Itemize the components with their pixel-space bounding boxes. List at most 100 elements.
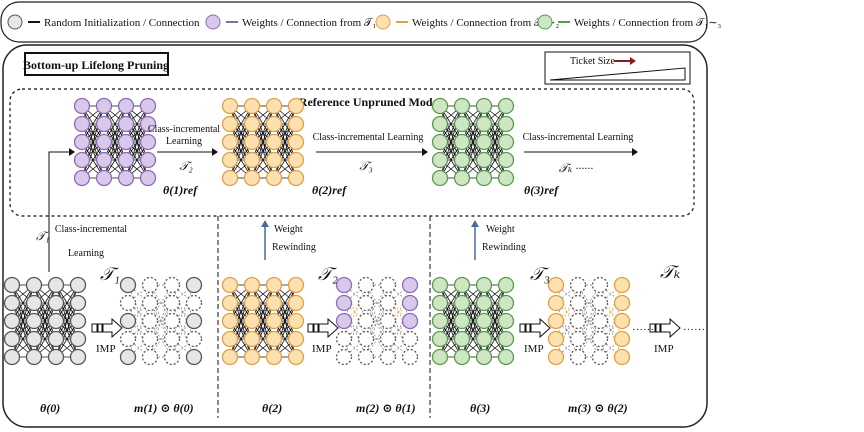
ref-network-3-node [497,151,515,169]
transition-3-line1: Class-incremental Learning [523,132,634,143]
imp-arrow-2: IMP [307,317,339,355]
left-transition-task: 𝒯₁ [36,229,49,243]
transition-1: Class-incremental Learning 𝒯₂ [148,124,220,173]
ref-network-3-node [431,97,449,115]
ref-label-1: θ(1)ref [163,183,198,197]
init-network-2-node [287,348,305,366]
ref-network-2-node [243,169,261,187]
pruned-network-3-node [569,312,587,330]
init-network-3-node [431,348,449,366]
init-network-0-node [69,348,87,366]
ref-network-1-node [139,97,157,115]
ref-network-1-node [117,169,135,187]
ref-network-1-node [73,133,91,151]
init-network-2-node [265,312,283,330]
bottom-label-5: θ(3) [470,401,490,415]
init-network-2-node [243,330,261,348]
legend-random: Random Initialization / Connection [7,14,200,30]
pruned-network-1-node [119,348,137,366]
pruned-network-3-node [613,276,631,294]
ref-network-3-node [497,97,515,115]
init-network-0-node [47,312,65,330]
pruned-network-1-node [141,330,159,348]
init-network-3-node [475,294,493,312]
ticket-size-indicator: Ticket Size [544,51,691,85]
ref-network-1 [73,97,157,187]
init-network-2-node [287,330,305,348]
legend-t13: Weights / Connection from 𝒯₁∼₃ [537,14,721,30]
init-network-2-node [243,276,261,294]
pruned-network-1 [119,276,203,366]
ref-label-3: θ(3)ref [524,183,559,197]
ref-network-3-node [453,97,471,115]
init-network-3-node [475,348,493,366]
pruned-network-2-node [357,348,375,366]
diagram-title: Bottom-up Lifelong Pruning [23,58,169,72]
init-network-0-node [25,312,43,330]
reference-title: Reference Unpruned Model [299,95,442,109]
init-network-2-node [221,348,239,366]
ref-network-3-node [475,115,493,133]
ref-network-3-node [453,133,471,151]
pruned-network-3-node [547,312,565,330]
rewind-2: Weight Rewinding [471,220,526,260]
ref-network-1-node [95,115,113,133]
pruned-network-1-node [141,348,159,366]
init-network-2-node [287,312,305,330]
pruned-network-3-node [613,294,631,312]
pruned-network-2-node [357,276,375,294]
main-frame [2,44,708,428]
bottom-label-6: m(3) ⊙ θ(2) [568,401,628,415]
init-network-0-node [47,294,65,312]
ref-network-2-node [243,151,261,169]
imp-arrow-3-label: IMP [524,343,544,355]
ref-network-3 [431,97,515,187]
init-network-0-node [69,330,87,348]
init-network-3-node [431,312,449,330]
ref-network-1-node [95,169,113,187]
ref-network-2-node [287,151,305,169]
pruned-network-1-node [163,294,181,312]
rewind-1-line1: Weight [274,224,303,235]
legend: Random Initialization / Connection Weigh… [0,1,721,43]
init-network-0-node [69,294,87,312]
init-network-0-node [25,330,43,348]
legend-t12-text: Weights / Connection from 𝒯₁∼₂ [412,17,559,29]
init-network-2-node [221,276,239,294]
pruned-network-2-node [401,294,419,312]
ref-network-1-node [139,133,157,151]
pruned-network-1-node [141,312,159,330]
rewind-1-line2: Rewinding [272,242,316,253]
init-network-3-node [497,312,515,330]
pruned-network-3-node [613,312,631,330]
pruned-network-2-node [335,312,353,330]
pruned-network-1-node [185,312,203,330]
rewind-2-line2: Rewinding [482,242,526,253]
legend-t1-text: Weights / Connection from 𝒯₁ [242,17,376,29]
init-network-3-node [453,330,471,348]
title-box [24,52,169,76]
ref-network-1-node [139,151,157,169]
pruned-network-3-node [591,312,609,330]
legend-t12: Weights / Connection from 𝒯₁∼₂ [375,14,559,30]
pruned-network-2-node [357,330,375,348]
ref-network-1-node [117,133,135,151]
init-network-0 [3,276,87,366]
pruned-network-1-node [119,294,137,312]
ref-network-1-node [139,115,157,133]
ref-network-3-node [453,169,471,187]
init-network-2-node [265,330,283,348]
init-network-2-node [243,294,261,312]
ref-network-3-node [431,133,449,151]
init-network-3-node [431,294,449,312]
pruned-network-1-node [185,294,203,312]
init-network-3-node [497,330,515,348]
pruned-network-2-node [357,312,375,330]
ref-network-3-node [497,169,515,187]
pruned-network-2-node [401,312,419,330]
init-network-0-node [25,294,43,312]
ref-network-3-node [431,169,449,187]
init-network-2-node [265,348,283,366]
ref-network-1-node [117,97,135,115]
pruned-network-1-node [119,276,137,294]
